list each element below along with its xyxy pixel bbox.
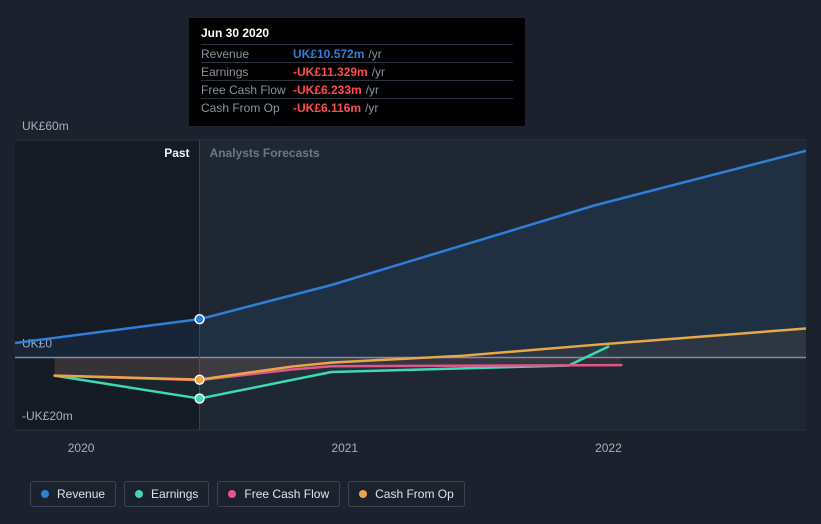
svg-text:2022: 2022 <box>595 441 622 455</box>
tooltip-value: UK£10.572m <box>293 47 364 61</box>
tooltip-row-fcf: Free Cash Flow -UK£6.233m /yr <box>201 80 513 98</box>
svg-text:2020: 2020 <box>68 441 95 455</box>
svg-text:2021: 2021 <box>331 441 358 455</box>
legend-item-earnings[interactable]: Earnings <box>124 481 209 507</box>
legend-item-revenue[interactable]: Revenue <box>30 481 116 507</box>
tooltip-value: -UK£11.329m <box>293 65 368 79</box>
tooltip-label: Free Cash Flow <box>201 83 293 97</box>
tooltip-value: -UK£6.116m <box>293 101 361 115</box>
tooltip-value: -UK£6.233m <box>293 83 362 97</box>
legend-label: Earnings <box>151 487 198 501</box>
svg-text:-UK£20m: -UK£20m <box>22 409 73 423</box>
legend-swatch <box>41 490 49 498</box>
tooltip-unit: /yr <box>364 47 381 61</box>
legend-item-cfo[interactable]: Cash From Op <box>348 481 465 507</box>
legend-label: Free Cash Flow <box>244 487 329 501</box>
legend-label: Revenue <box>57 487 105 501</box>
svg-text:Past: Past <box>164 146 189 160</box>
tooltip-row-cfo: Cash From Op -UK£6.116m /yr <box>201 98 513 116</box>
tooltip-unit: /yr <box>361 101 378 115</box>
tooltip-label: Earnings <box>201 65 293 79</box>
financials-chart: Jun 30 2020 Revenue UK£10.572m /yr Earni… <box>15 0 806 524</box>
tooltip-row-earnings: Earnings -UK£11.329m /yr <box>201 62 513 80</box>
tooltip-row-revenue: Revenue UK£10.572m /yr <box>201 44 513 62</box>
tooltip-label: Cash From Op <box>201 101 293 115</box>
legend-label: Cash From Op <box>375 487 454 501</box>
svg-text:UK£60m: UK£60m <box>22 119 69 133</box>
tooltip-unit: /yr <box>362 83 379 97</box>
chart-legend: Revenue Earnings Free Cash Flow Cash Fro… <box>30 481 465 507</box>
legend-item-fcf[interactable]: Free Cash Flow <box>217 481 340 507</box>
svg-text:Analysts Forecasts: Analysts Forecasts <box>210 146 320 160</box>
legend-swatch <box>135 490 143 498</box>
tooltip-label: Revenue <box>201 47 293 61</box>
legend-swatch <box>228 490 236 498</box>
tooltip-unit: /yr <box>368 65 385 79</box>
chart-tooltip: Jun 30 2020 Revenue UK£10.572m /yr Earni… <box>189 18 525 126</box>
tooltip-date: Jun 30 2020 <box>201 26 513 44</box>
legend-swatch <box>359 490 367 498</box>
